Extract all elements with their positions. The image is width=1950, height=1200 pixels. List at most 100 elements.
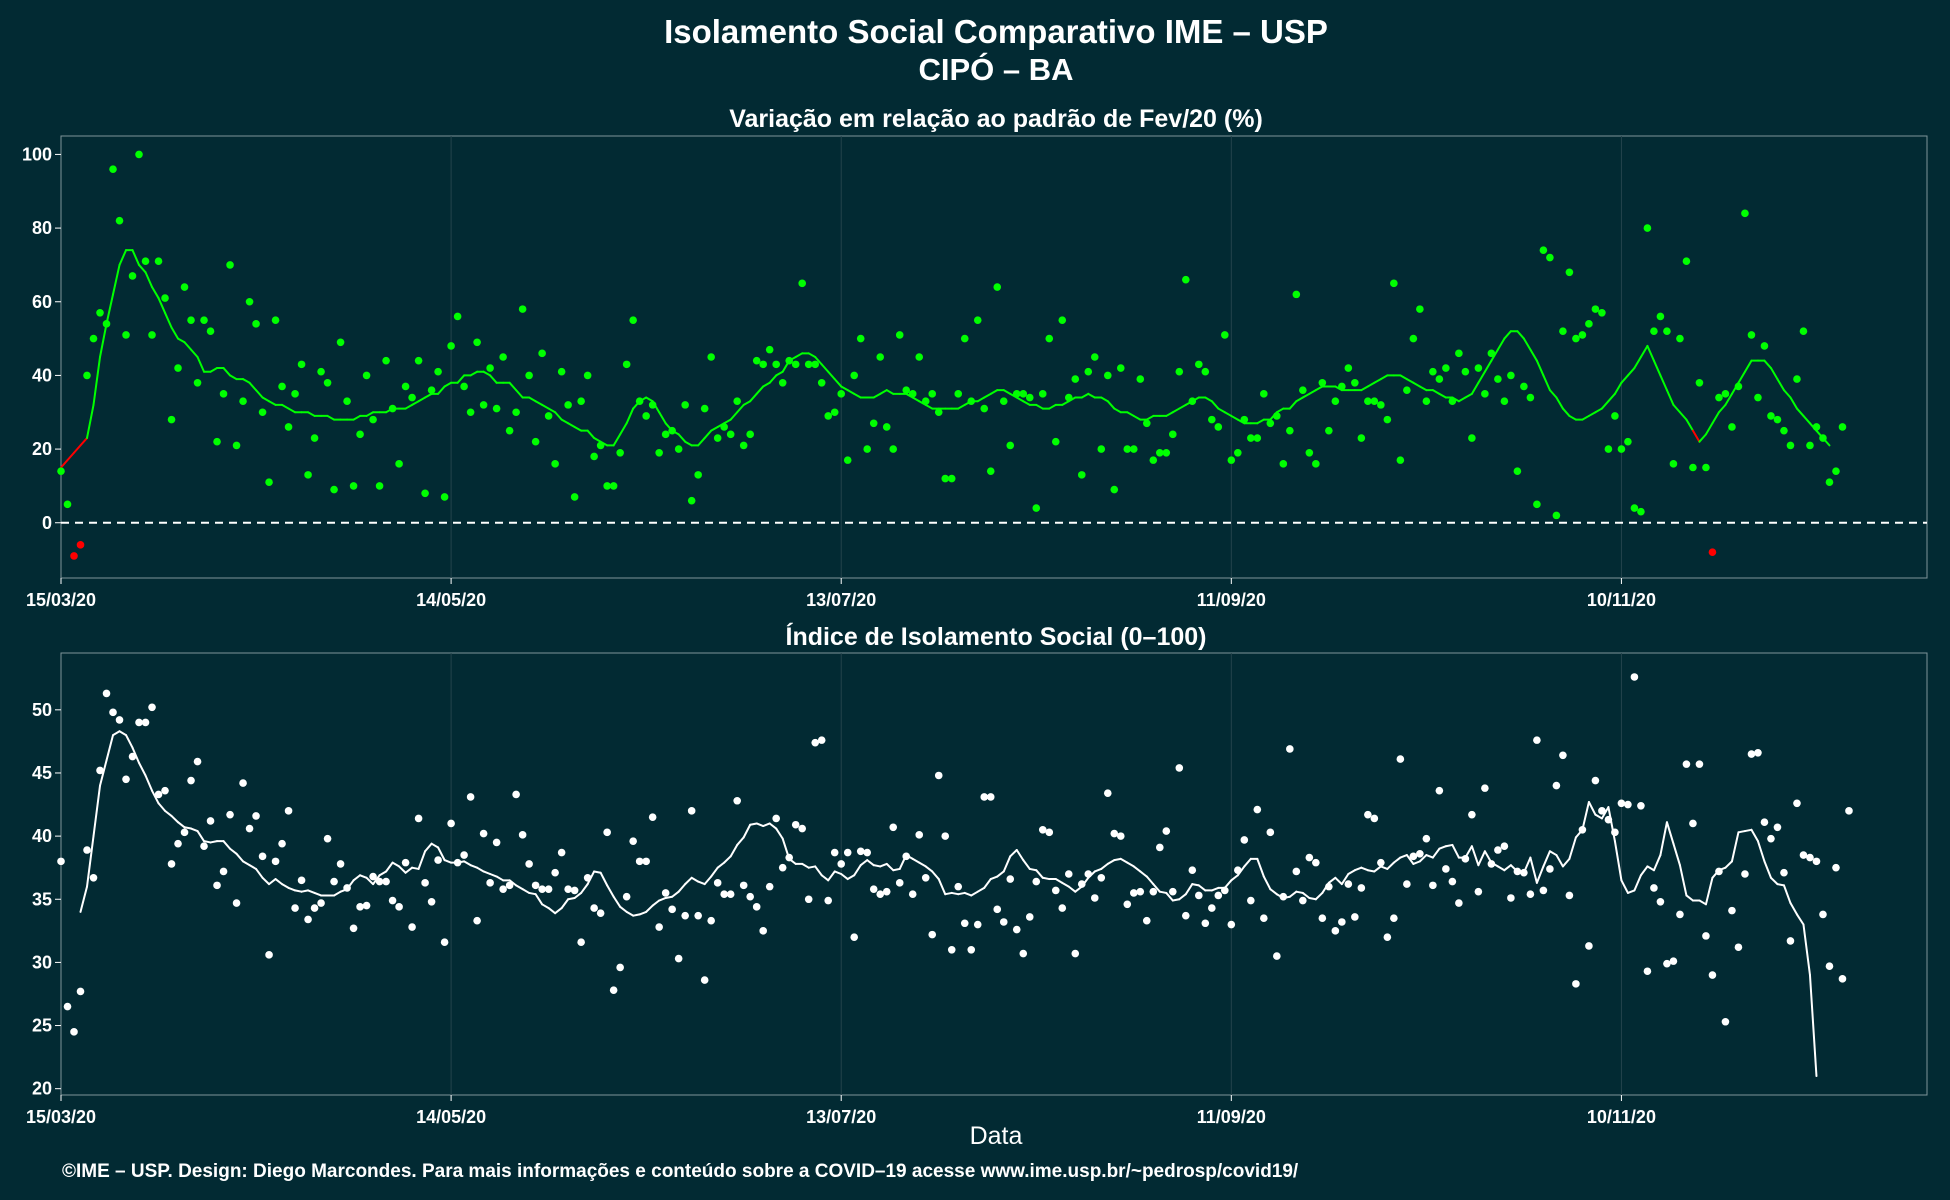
p1-ma-segment: [957, 403, 966, 410]
p1-ma-segment: [1366, 381, 1376, 388]
p1-ma-segment: [151, 286, 160, 300]
p2-ma-segment: [892, 867, 901, 872]
p1-point: [720, 423, 728, 431]
p2-point: [876, 890, 885, 899]
p2-point: [1637, 802, 1645, 810]
p2-point: [1539, 886, 1548, 895]
p1-point: [1637, 507, 1645, 516]
p2-point: [850, 933, 859, 941]
p1-ma-segment: [86, 403, 95, 440]
p2-point: [1299, 896, 1307, 905]
p1-ma-segment: [170, 326, 180, 340]
p2-ma-segment: [1366, 869, 1376, 873]
p1-ma-segment: [749, 392, 758, 403]
p2-point: [1182, 911, 1190, 920]
p2-point: [427, 897, 436, 906]
p2-ma-segment: [1561, 857, 1571, 868]
p2-point: [76, 987, 85, 996]
p2-ma-segment: [1210, 886, 1220, 892]
p2-point: [986, 793, 995, 801]
p1-point: [193, 378, 202, 387]
p2-point: [1448, 877, 1457, 886]
p1-point: [161, 294, 169, 302]
p2-ma-segment: [378, 870, 388, 877]
p2-ma-segment: [1535, 865, 1545, 884]
p1-point: [1676, 334, 1684, 343]
p2-point: [187, 776, 195, 785]
p2-ma-segment: [1301, 891, 1311, 899]
p2-ma-segment: [86, 835, 95, 888]
p2-ma-segment: [1152, 883, 1161, 893]
p1-point: [388, 404, 397, 413]
p2-point: [1656, 897, 1665, 906]
p2-ma-segment: [391, 861, 401, 868]
panel1-frame: [60, 135, 1928, 579]
p2-ma-segment: [274, 878, 284, 886]
p1-x-tick-label: 13/07/20: [806, 590, 876, 610]
p2-point: [148, 703, 156, 712]
p2-point: [1090, 894, 1099, 902]
p2-ma-segment: [92, 784, 102, 838]
p1-ma-segment: [684, 440, 693, 447]
p2-point: [1260, 914, 1268, 922]
p2-point: [642, 857, 650, 866]
p2-point: [232, 899, 241, 907]
p2-point: [590, 904, 598, 912]
p2-point: [408, 923, 416, 931]
p2-point: [1565, 891, 1574, 900]
p1-ma-segment: [697, 437, 706, 447]
p2-point: [570, 886, 579, 895]
p2-ma-segment: [183, 826, 193, 830]
p1-point: [187, 316, 195, 324]
p1-ma-segment: [1035, 403, 1044, 410]
p2-point: [1344, 880, 1353, 888]
p1-point: [655, 448, 663, 457]
p2-ma-segment: [1795, 913, 1805, 926]
p2-ma-segment: [1542, 850, 1551, 868]
p1-ma-segment: [554, 411, 563, 421]
p1-point: [1838, 423, 1847, 431]
p1-ma-segment: [469, 370, 479, 377]
p1-ma-segment: [1704, 422, 1714, 436]
p1-point: [850, 371, 859, 380]
p1-ma-segment: [157, 297, 167, 314]
p1-point: [785, 356, 793, 365]
p2-point: [252, 812, 260, 820]
p1-point: [213, 437, 221, 446]
p2-point: [57, 857, 65, 866]
p2-ma-segment: [235, 852, 245, 863]
p1-point: [1604, 445, 1613, 453]
p1-point: [1286, 426, 1294, 435]
p1-ma-segment: [1665, 389, 1675, 406]
p1-point: [1077, 471, 1086, 479]
p2-ma-segment: [437, 846, 446, 862]
p2-point: [180, 828, 189, 837]
p2-ma-segment: [729, 843, 739, 858]
p2-ma-segment: [1106, 859, 1116, 865]
p2-point: [1552, 781, 1561, 790]
p2-point: [746, 892, 754, 901]
p2-point: [1507, 894, 1515, 902]
p2-ma-segment: [580, 883, 589, 894]
p1-point: [96, 309, 104, 317]
p2-point: [1318, 914, 1327, 922]
p2-point: [1468, 810, 1476, 819]
p1-ma-segment: [508, 381, 518, 392]
p2-ma-segment: [684, 876, 693, 886]
panel2-y-ticks: 20 25 30 35 40 45 50: [32, 700, 61, 1099]
p1-point: [557, 367, 566, 376]
p1-ma-segment: [1470, 381, 1480, 395]
p2-ma-segment: [1405, 854, 1415, 865]
p2-ma-segment: [703, 875, 713, 886]
p1-ma-segment: [443, 381, 453, 388]
p1-point: [1240, 415, 1249, 424]
p2-point: [596, 909, 605, 917]
p1-point: [1331, 397, 1340, 406]
p1-ma-segment: [1776, 378, 1785, 392]
p2-ma-segment: [411, 866, 420, 870]
p2-ma-segment: [515, 884, 524, 891]
p1-point: [772, 360, 780, 369]
p1-point: [1585, 320, 1593, 328]
p1-ma-segment: [1698, 433, 1707, 443]
p2-ma-segment: [157, 802, 167, 812]
